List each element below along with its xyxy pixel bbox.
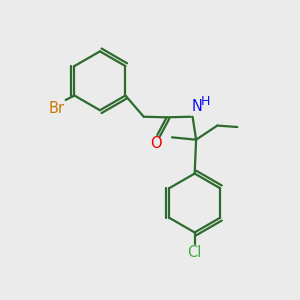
Text: Cl: Cl (188, 245, 202, 260)
Text: O: O (150, 136, 162, 152)
Text: N: N (192, 99, 203, 114)
Text: H: H (201, 95, 211, 109)
Text: Br: Br (48, 101, 64, 116)
